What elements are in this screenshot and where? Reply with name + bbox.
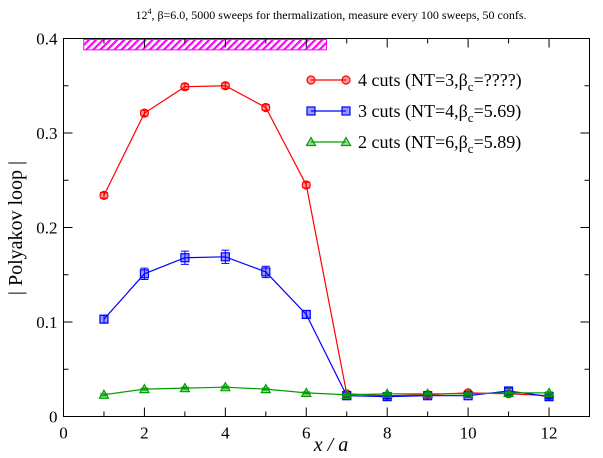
x-tick-label: 6: [302, 424, 311, 443]
series-1: [99, 81, 554, 401]
legend-label: 4 cuts (NT=3,βc=????): [358, 70, 522, 94]
data-point: [341, 389, 353, 399]
x-tick-label: 4: [221, 424, 230, 443]
data-point: [220, 81, 230, 91]
data-point: [422, 388, 434, 398]
data-point: [503, 387, 515, 397]
data-point: [179, 382, 191, 393]
x-tick-label: 10: [460, 424, 477, 443]
legend-label: 3 cuts (NT=4,βc=5.69): [358, 101, 521, 125]
x-axis-label: x / a: [313, 434, 348, 456]
data-point: [219, 381, 231, 392]
data-point: [306, 106, 316, 116]
y-tick-label: 0.4: [36, 30, 58, 49]
data-point: [305, 136, 317, 147]
data-point: [341, 106, 351, 116]
data-point: [180, 82, 190, 92]
data-point: [99, 314, 109, 324]
series-line: [103, 386, 550, 396]
data-point: [300, 387, 312, 397]
data-point: [543, 387, 555, 397]
legend-entry-2: 3 cuts (NT=4,βc=5.69): [306, 101, 521, 125]
data-point: [301, 180, 311, 190]
series-2: [99, 249, 554, 402]
data-point: [220, 252, 230, 262]
data-point: [340, 136, 352, 147]
series-line: [103, 85, 550, 397]
y-tick-label: 0.1: [36, 313, 57, 332]
data-point: [306, 75, 316, 85]
data-point: [99, 190, 109, 200]
data-point: [462, 388, 474, 398]
data-point: [261, 267, 271, 277]
data-point: [341, 75, 351, 85]
series-line: [103, 256, 550, 398]
y-axis-label: | Polyakov loop |: [5, 161, 27, 295]
data-point: [381, 388, 393, 398]
data-point: [98, 389, 110, 399]
y-tick-label: 0: [49, 408, 58, 427]
chart-title: 124, β=6.0, 5000 sweeps for thermalizati…: [135, 7, 526, 22]
x-tick-label: 2: [140, 424, 149, 443]
x-tick-label: 12: [541, 424, 558, 443]
data-point: [139, 269, 150, 279]
data-point: [138, 383, 150, 394]
series-3: [98, 381, 555, 399]
legend-entry-3: 2 cuts (NT=6,βc=5.89): [305, 132, 521, 156]
data-point: [139, 108, 150, 118]
data-point: [301, 309, 311, 320]
y-tick-label: 0.2: [36, 219, 57, 238]
y-tick-label: 0.3: [36, 124, 57, 143]
hatched-band: [83, 38, 327, 51]
legend-label: 2 cuts (NT=6,βc=5.89): [358, 132, 521, 156]
data-point: [503, 386, 514, 396]
x-tick-label: 0: [59, 424, 68, 443]
legend-entry-1: 4 cuts (NT=3,βc=????): [306, 70, 522, 94]
legend: 4 cuts (NT=3,βc=????) 3 cuts (NT=4,βc=5.6…: [305, 70, 522, 156]
x-tick-label: 8: [383, 424, 392, 443]
plot-frame: [63, 38, 590, 417]
data-point: [261, 102, 271, 113]
data-point: [180, 253, 190, 263]
data-point: [260, 383, 272, 394]
